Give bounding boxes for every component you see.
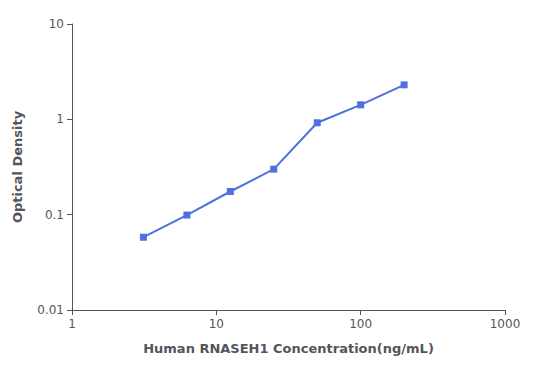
- svg-text:1000: 1000: [490, 317, 521, 331]
- svg-text:1: 1: [68, 317, 76, 331]
- svg-text:10: 10: [49, 17, 64, 31]
- svg-text:10: 10: [209, 317, 224, 331]
- svg-text:Human RNASEH1 Concentration(ng: Human RNASEH1 Concentration(ng/mL): [143, 341, 434, 356]
- svg-text:100: 100: [349, 317, 372, 331]
- svg-text:0.01: 0.01: [37, 303, 64, 317]
- svg-text:1: 1: [56, 112, 64, 126]
- svg-text:0.1: 0.1: [45, 208, 64, 222]
- svg-text:Optical Density: Optical Density: [10, 110, 25, 223]
